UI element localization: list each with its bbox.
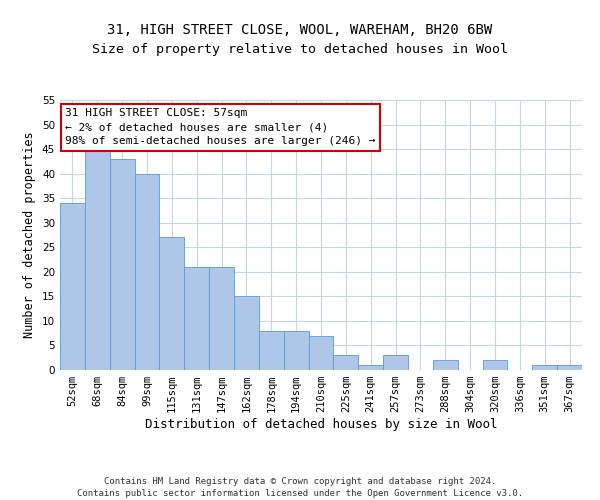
Bar <box>334 356 358 370</box>
Y-axis label: Number of detached properties: Number of detached properties <box>23 132 37 338</box>
Bar <box>110 159 134 370</box>
Bar <box>160 238 184 370</box>
Bar <box>358 365 383 370</box>
Bar <box>209 267 234 370</box>
Text: 31 HIGH STREET CLOSE: 57sqm
← 2% of detached houses are smaller (4)
98% of semi-: 31 HIGH STREET CLOSE: 57sqm ← 2% of deta… <box>65 108 376 146</box>
Bar <box>532 365 557 370</box>
Text: Contains HM Land Registry data © Crown copyright and database right 2024.
Contai: Contains HM Land Registry data © Crown c… <box>77 476 523 498</box>
Bar <box>134 174 160 370</box>
Bar <box>259 330 284 370</box>
Bar <box>85 149 110 370</box>
Text: Size of property relative to detached houses in Wool: Size of property relative to detached ho… <box>92 42 508 56</box>
Bar <box>60 203 85 370</box>
Bar <box>482 360 508 370</box>
Bar <box>383 356 408 370</box>
Bar <box>308 336 334 370</box>
X-axis label: Distribution of detached houses by size in Wool: Distribution of detached houses by size … <box>145 418 497 431</box>
Bar <box>284 330 308 370</box>
Bar <box>234 296 259 370</box>
Text: 31, HIGH STREET CLOSE, WOOL, WAREHAM, BH20 6BW: 31, HIGH STREET CLOSE, WOOL, WAREHAM, BH… <box>107 22 493 36</box>
Bar <box>184 267 209 370</box>
Bar <box>433 360 458 370</box>
Bar <box>557 365 582 370</box>
